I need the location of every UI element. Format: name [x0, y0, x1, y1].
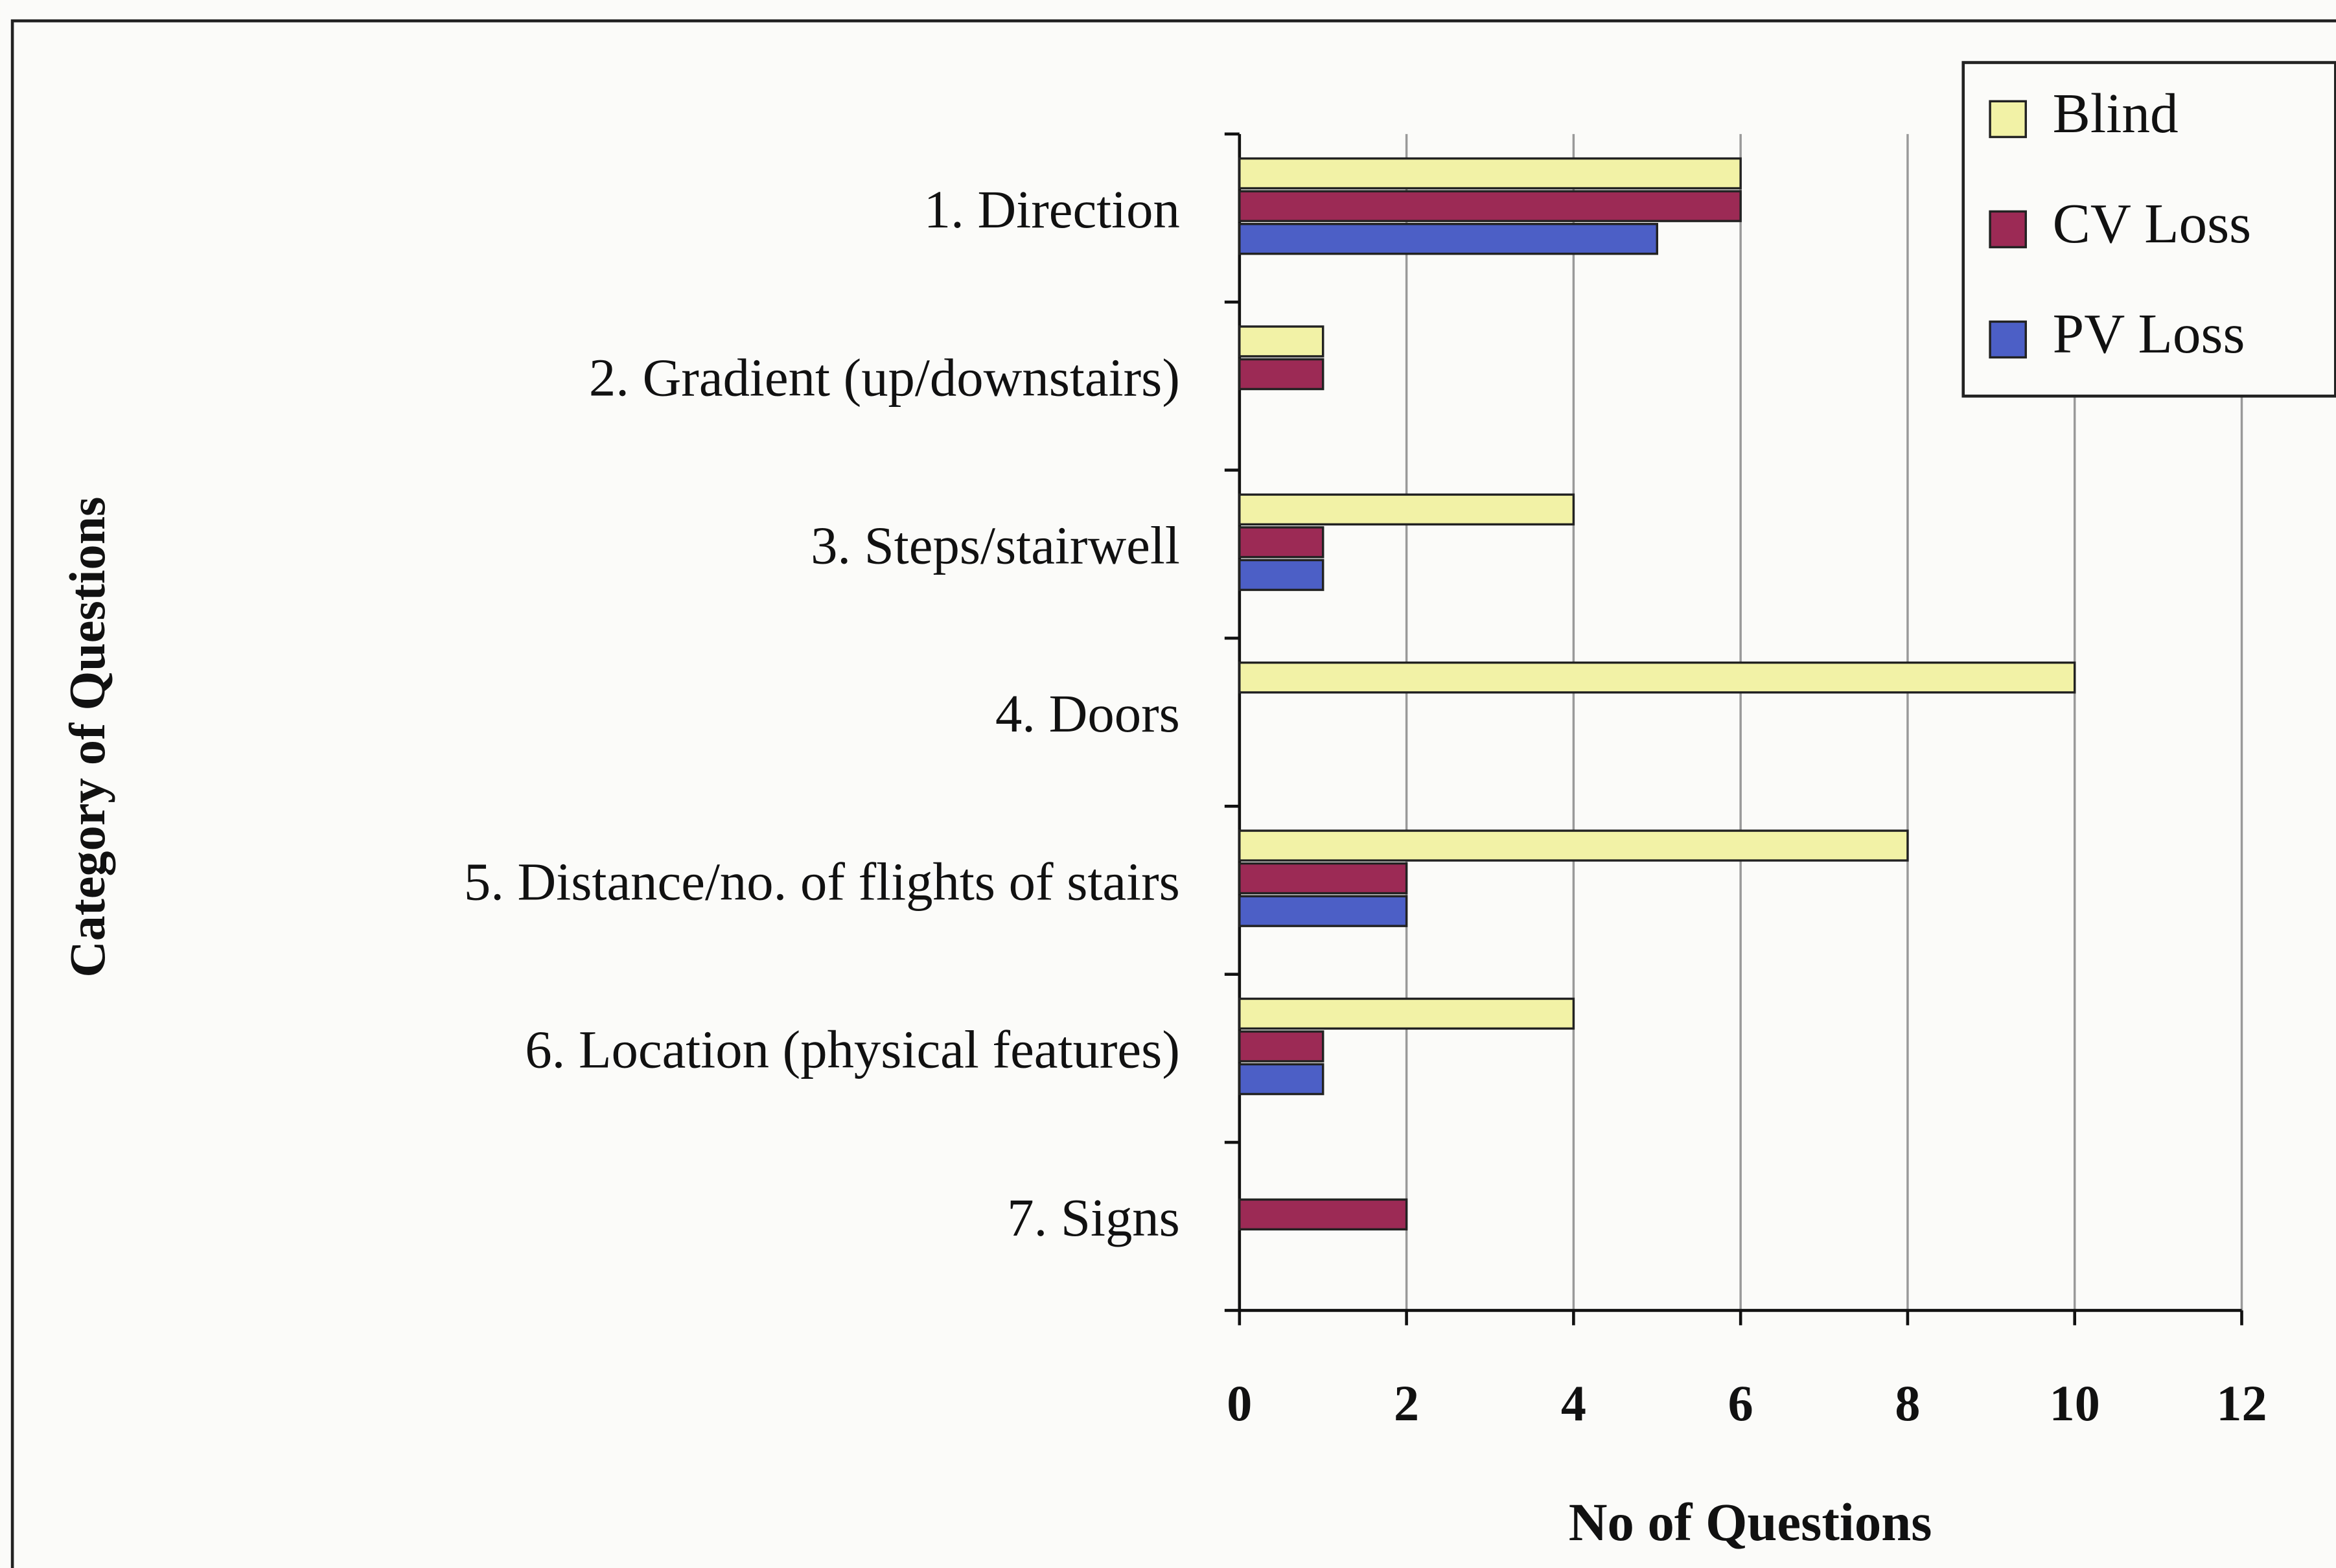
bar: [1238, 997, 1575, 1030]
bar: [1238, 190, 1742, 222]
y-tick-label: 7. Signs: [1007, 1188, 1180, 1247]
legend-label: CV Loss: [2053, 192, 2252, 255]
x-tick-label: 6: [1728, 1375, 1753, 1431]
x-tick-label: 8: [1895, 1375, 1920, 1431]
bar: [1238, 829, 1909, 862]
legend-label: PV Loss: [2053, 302, 2245, 365]
x-tick-label: 12: [2216, 1375, 2267, 1431]
y-tick-label: 5. Distance/no. of flights of stairs: [464, 851, 1180, 911]
frame: [10, 19, 2336, 1568]
bar: [1238, 493, 1575, 526]
x-tick-label: 2: [1394, 1375, 1419, 1431]
bar: [1238, 358, 1324, 391]
bar: [1238, 862, 1408, 895]
x-tick-label: 4: [1561, 1375, 1586, 1431]
legend-label: Blind: [2053, 82, 2179, 144]
bar: [1238, 526, 1324, 559]
y-tick-label: 4. Doors: [995, 684, 1180, 743]
x-axis-label: No of Questions: [1569, 1492, 1932, 1552]
bar: [1238, 1030, 1324, 1063]
y-tick-label: 3. Steps/stairwell: [811, 516, 1180, 575]
legend-swatch: [1989, 210, 2027, 249]
bar: [1238, 559, 1324, 592]
bar: [1238, 1063, 1324, 1096]
bar: [1238, 325, 1324, 358]
bar: [1238, 895, 1408, 927]
legend-swatch: [1989, 320, 2027, 359]
y-tick-label: 6. Location (physical features): [525, 1020, 1180, 1079]
y-tick-label: 2. Gradient (up/downstairs): [589, 347, 1180, 407]
legend-swatch: [1989, 100, 2027, 139]
x-tick-label: 10: [2050, 1375, 2100, 1431]
bar: [1238, 222, 1658, 255]
bar: [1238, 1198, 1408, 1231]
y-tick-label: 1. Direction: [924, 179, 1180, 239]
bar: [1238, 157, 1742, 190]
bar: [1238, 661, 2076, 694]
y-axis-label: Category of Questions: [59, 497, 115, 978]
x-tick-label: 0: [1227, 1375, 1252, 1431]
